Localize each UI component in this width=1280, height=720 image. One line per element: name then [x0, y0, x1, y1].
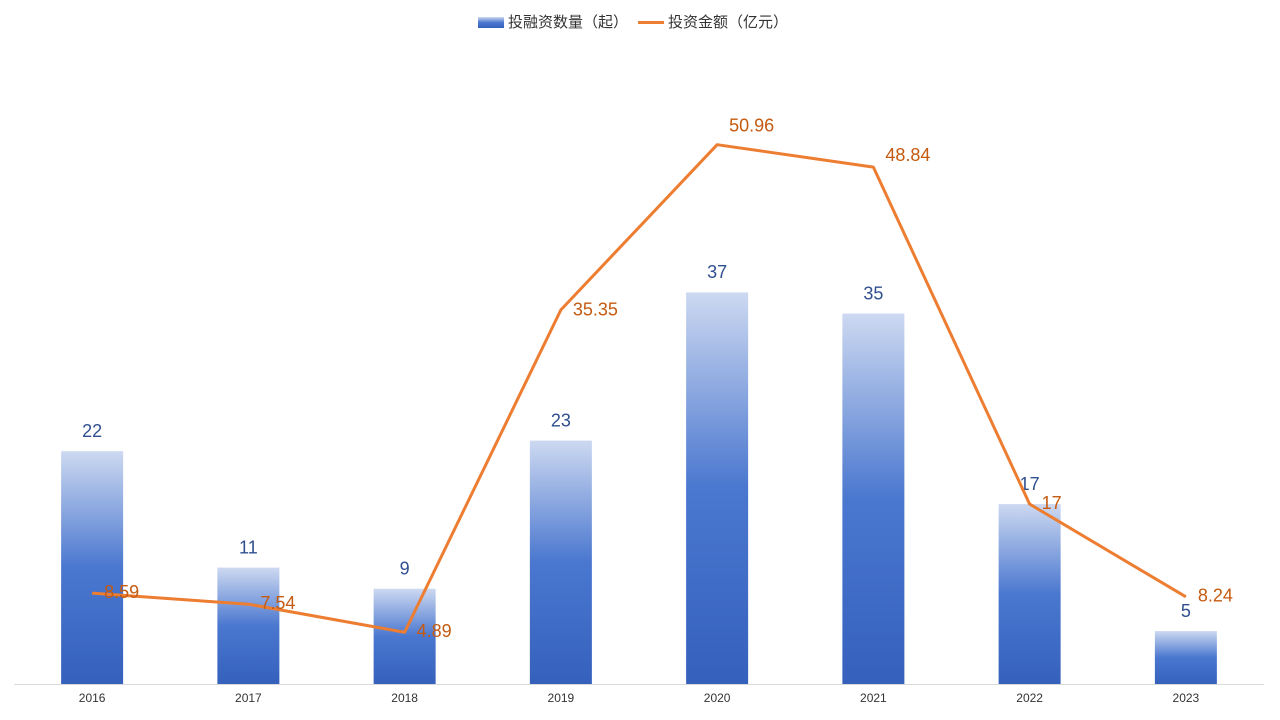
bar — [842, 313, 905, 684]
data-label: 23 — [551, 410, 571, 430]
legend-swatch — [478, 17, 504, 28]
x-tick-label: 2020 — [704, 691, 731, 705]
line — [92, 143, 1187, 634]
bar — [217, 567, 280, 684]
data-label: 50.96 — [729, 115, 774, 135]
bar — [998, 504, 1061, 684]
data-label: 4.89 — [417, 621, 452, 641]
x-tick-label: 2016 — [79, 691, 106, 705]
x-tick-label: 2017 — [235, 691, 262, 705]
data-label: 35 — [863, 283, 883, 303]
data-label: 8.59 — [104, 582, 139, 602]
data-label: 7.54 — [260, 593, 295, 613]
x-tick-label: 2019 — [548, 691, 575, 705]
x-tick-label: 2018 — [391, 691, 418, 705]
data-label: 17 — [1042, 493, 1062, 513]
x-tick-label: 2023 — [1173, 691, 1200, 705]
legend: 投融资数量（起） 投资金额（亿元） — [478, 14, 788, 31]
data-label: 22 — [82, 421, 102, 441]
data-label: 48.84 — [885, 145, 930, 165]
data-label: 9 — [400, 559, 410, 579]
x-tick-label: 2022 — [1016, 691, 1043, 705]
legend-label: 投资金额（亿元） — [668, 14, 788, 31]
data-label: 35.35 — [573, 300, 618, 320]
legend-label: 投融资数量（起） — [508, 14, 628, 31]
data-label: 5 — [1181, 601, 1191, 621]
bar — [1154, 631, 1217, 684]
data-label: 17 — [1020, 474, 1040, 494]
bar — [529, 440, 592, 684]
bar — [686, 292, 749, 684]
bar — [373, 588, 436, 684]
data-label: 11 — [239, 537, 258, 557]
bar — [61, 451, 124, 684]
data-label: 37 — [707, 262, 727, 282]
x-tick-label: 2021 — [860, 691, 887, 705]
data-label: 8.24 — [1198, 586, 1233, 606]
